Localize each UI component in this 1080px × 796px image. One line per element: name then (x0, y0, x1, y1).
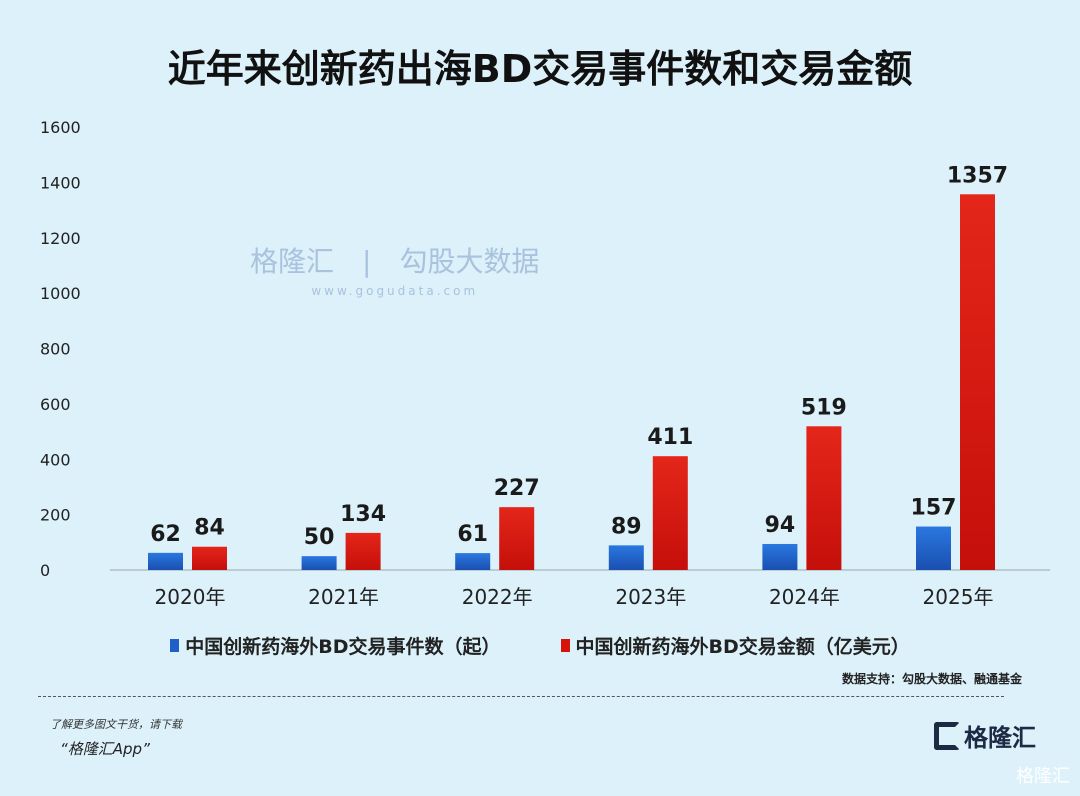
data-label: 134 (340, 502, 386, 527)
bar-count (916, 526, 951, 570)
watermark-url: www.gogudata.com (311, 284, 479, 298)
data-label: 94 (765, 513, 796, 538)
divider (38, 696, 1004, 697)
y-tick-label: 800 (40, 340, 71, 359)
corner-watermark: 格隆汇 (1016, 766, 1070, 787)
watermark-names: 格隆汇 | 勾股大数据 (250, 245, 540, 278)
legend-swatch (560, 639, 570, 652)
bar-amount (652, 456, 688, 570)
bar-count (148, 552, 183, 570)
watermark-right: 勾股大数据 (399, 245, 540, 278)
y-tick-label: 0 (40, 561, 50, 580)
bar-count (455, 553, 491, 570)
data-label: 84 (194, 516, 225, 541)
bar-amount (806, 426, 842, 570)
data-label: 227 (494, 476, 540, 501)
y-tick-label: 600 (40, 395, 71, 414)
data-label: 50 (304, 525, 335, 550)
watermark-left: 格隆汇 (250, 245, 335, 278)
watermark: 格隆汇 | 勾股大数据 www.gogudata.com (250, 240, 539, 298)
logo: 格隆汇 (934, 718, 1036, 753)
bar-chart: 0 200 400 600 800 1000 1200 1400 1600 2020年 62 84 20… (40, 118, 1050, 609)
data-label: 89 (611, 514, 642, 539)
x-tick-label: 2020年 (155, 585, 226, 609)
legend-item-count: 中国创新药海外BD交易事件数（起） (170, 632, 501, 659)
data-label: 519 (801, 395, 847, 420)
bar-amount (345, 532, 381, 570)
y-tick-label: 1400 (40, 173, 81, 192)
logo-text: 格隆汇 (964, 724, 1036, 752)
bar-amount (499, 507, 535, 570)
footer-app: “格隆汇App” (60, 740, 150, 758)
bar-amount (192, 546, 227, 570)
data-label: 411 (647, 425, 693, 450)
legend-label: 中国创新药海外BD交易事件数（起） (185, 636, 501, 658)
legend-item-amount: 中国创新药海外BD交易金额（亿美元） (560, 632, 910, 659)
legend-label: 中国创新药海外BD交易金额（亿美元） (575, 636, 910, 658)
legend-swatch (170, 639, 180, 652)
y-tick-label: 1000 (40, 284, 81, 303)
data-label: 1357 (947, 163, 1008, 188)
legend: 中国创新药海外BD交易事件数（起） 中国创新药海外BD交易金额（亿美元） (0, 632, 1080, 659)
y-tick-label: 1600 (40, 118, 81, 137)
y-tick-label: 1200 (40, 229, 81, 248)
bar-count (608, 545, 644, 570)
data-label: 157 (911, 496, 957, 521)
x-tick-label: 2025年 (923, 585, 994, 609)
data-label: 61 (457, 522, 488, 547)
bar-amount (960, 194, 995, 570)
chart-title: 近年来创新药出海BD交易事件数和交易金额 (167, 47, 913, 91)
bar-count (301, 556, 337, 570)
x-tick-label: 2023年 (615, 585, 686, 609)
logo-icon (934, 721, 960, 750)
x-tick-label: 2021年 (308, 585, 379, 609)
x-tick-label: 2024年 (769, 585, 840, 609)
x-tick-label: 2022年 (462, 585, 533, 609)
data-source: 数据支持：勾股大数据、融通基金 (841, 672, 1022, 686)
data-label: 62 (150, 522, 181, 547)
y-tick-label: 200 (40, 506, 71, 525)
bar-count (762, 543, 798, 570)
footer-text: 了解更多图文干货，请下载 (50, 718, 182, 731)
y-tick-label: 400 (40, 450, 71, 469)
